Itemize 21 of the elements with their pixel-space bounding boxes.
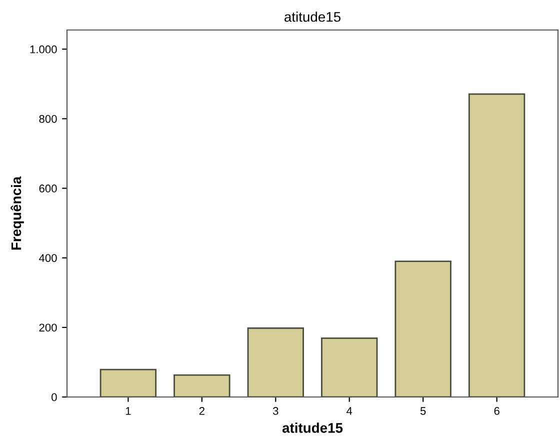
- bar: [100, 368, 157, 397]
- x-tick-label: 4: [346, 407, 352, 415]
- bar: [247, 327, 304, 397]
- x-tick-label: 3: [272, 407, 278, 415]
- chart-title: atitude15: [284, 12, 340, 22]
- y-tick-label: 800: [39, 114, 57, 123]
- bar: [321, 338, 378, 397]
- x-tick-label: 6: [494, 407, 500, 415]
- bar: [468, 93, 526, 397]
- x-tick-label: 5: [420, 407, 426, 415]
- y-axis-title: Frequência: [10, 176, 24, 250]
- y-tick-label: 200: [39, 324, 57, 332]
- y-tick-label: 600: [39, 184, 57, 192]
- bar: [394, 260, 452, 397]
- y-tick-label: 0: [52, 393, 57, 402]
- y-tick-label: 400: [38, 254, 57, 262]
- x-axis-title: atitude15: [282, 422, 343, 433]
- y-tick-label: 1.000: [30, 45, 57, 54]
- bar: [174, 374, 230, 397]
- x-tick-label: 1: [126, 407, 131, 415]
- x-tick-label: 2: [199, 407, 204, 415]
